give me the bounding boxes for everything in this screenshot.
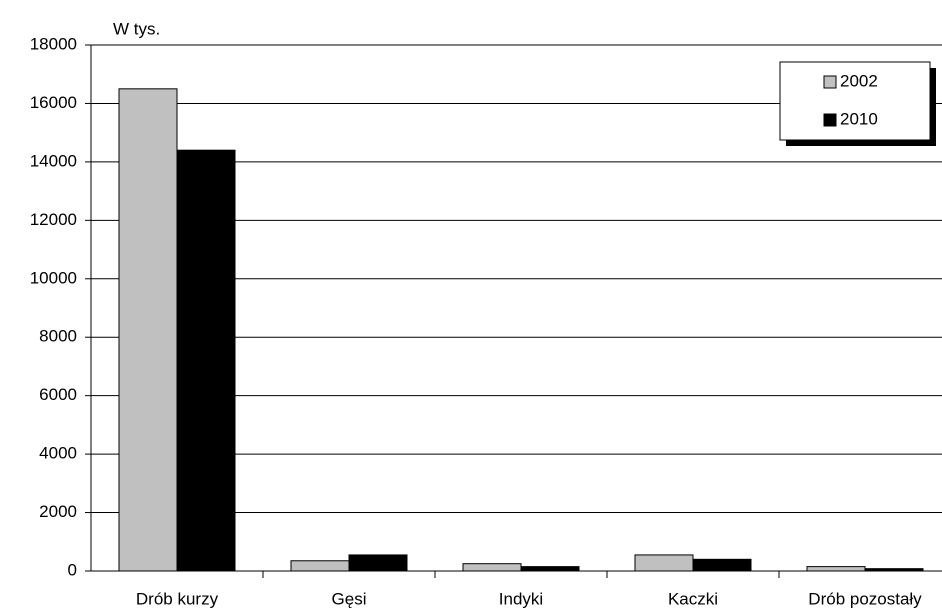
bar [692, 558, 752, 572]
y-tick-label: 14000 [30, 151, 77, 170]
x-tick-label: Kaczki [668, 589, 718, 608]
legend-label: 2010 [840, 109, 878, 128]
x-tick-label: Drób kurzy [136, 589, 219, 608]
y-tick-label: 10000 [30, 268, 77, 287]
bar [118, 88, 178, 572]
bar [290, 560, 350, 572]
x-tick-label: Drób pozostały [808, 589, 922, 608]
y-tick-label: 12000 [30, 210, 77, 229]
y-tick-label: 18000 [30, 34, 77, 53]
bar [520, 566, 580, 572]
y-tick-label: 16000 [30, 93, 77, 112]
y-tick-label: 0 [68, 560, 77, 579]
legend-swatch [823, 75, 837, 89]
bar [176, 149, 236, 572]
y-axis-label: W tys. [113, 19, 160, 38]
legend-label: 2002 [840, 71, 878, 90]
bar [634, 554, 694, 572]
y-tick-label: 6000 [39, 385, 77, 404]
bar [806, 566, 866, 572]
y-tick-label: 2000 [39, 502, 77, 521]
legend-swatch [823, 113, 837, 127]
x-tick-label: Indyki [499, 589, 543, 608]
bar [348, 554, 408, 572]
legend [779, 61, 931, 141]
y-tick-label: 8000 [39, 327, 77, 346]
y-tick-label: 4000 [39, 444, 77, 463]
x-tick-label: Gęsi [332, 589, 367, 608]
bar [462, 563, 522, 572]
